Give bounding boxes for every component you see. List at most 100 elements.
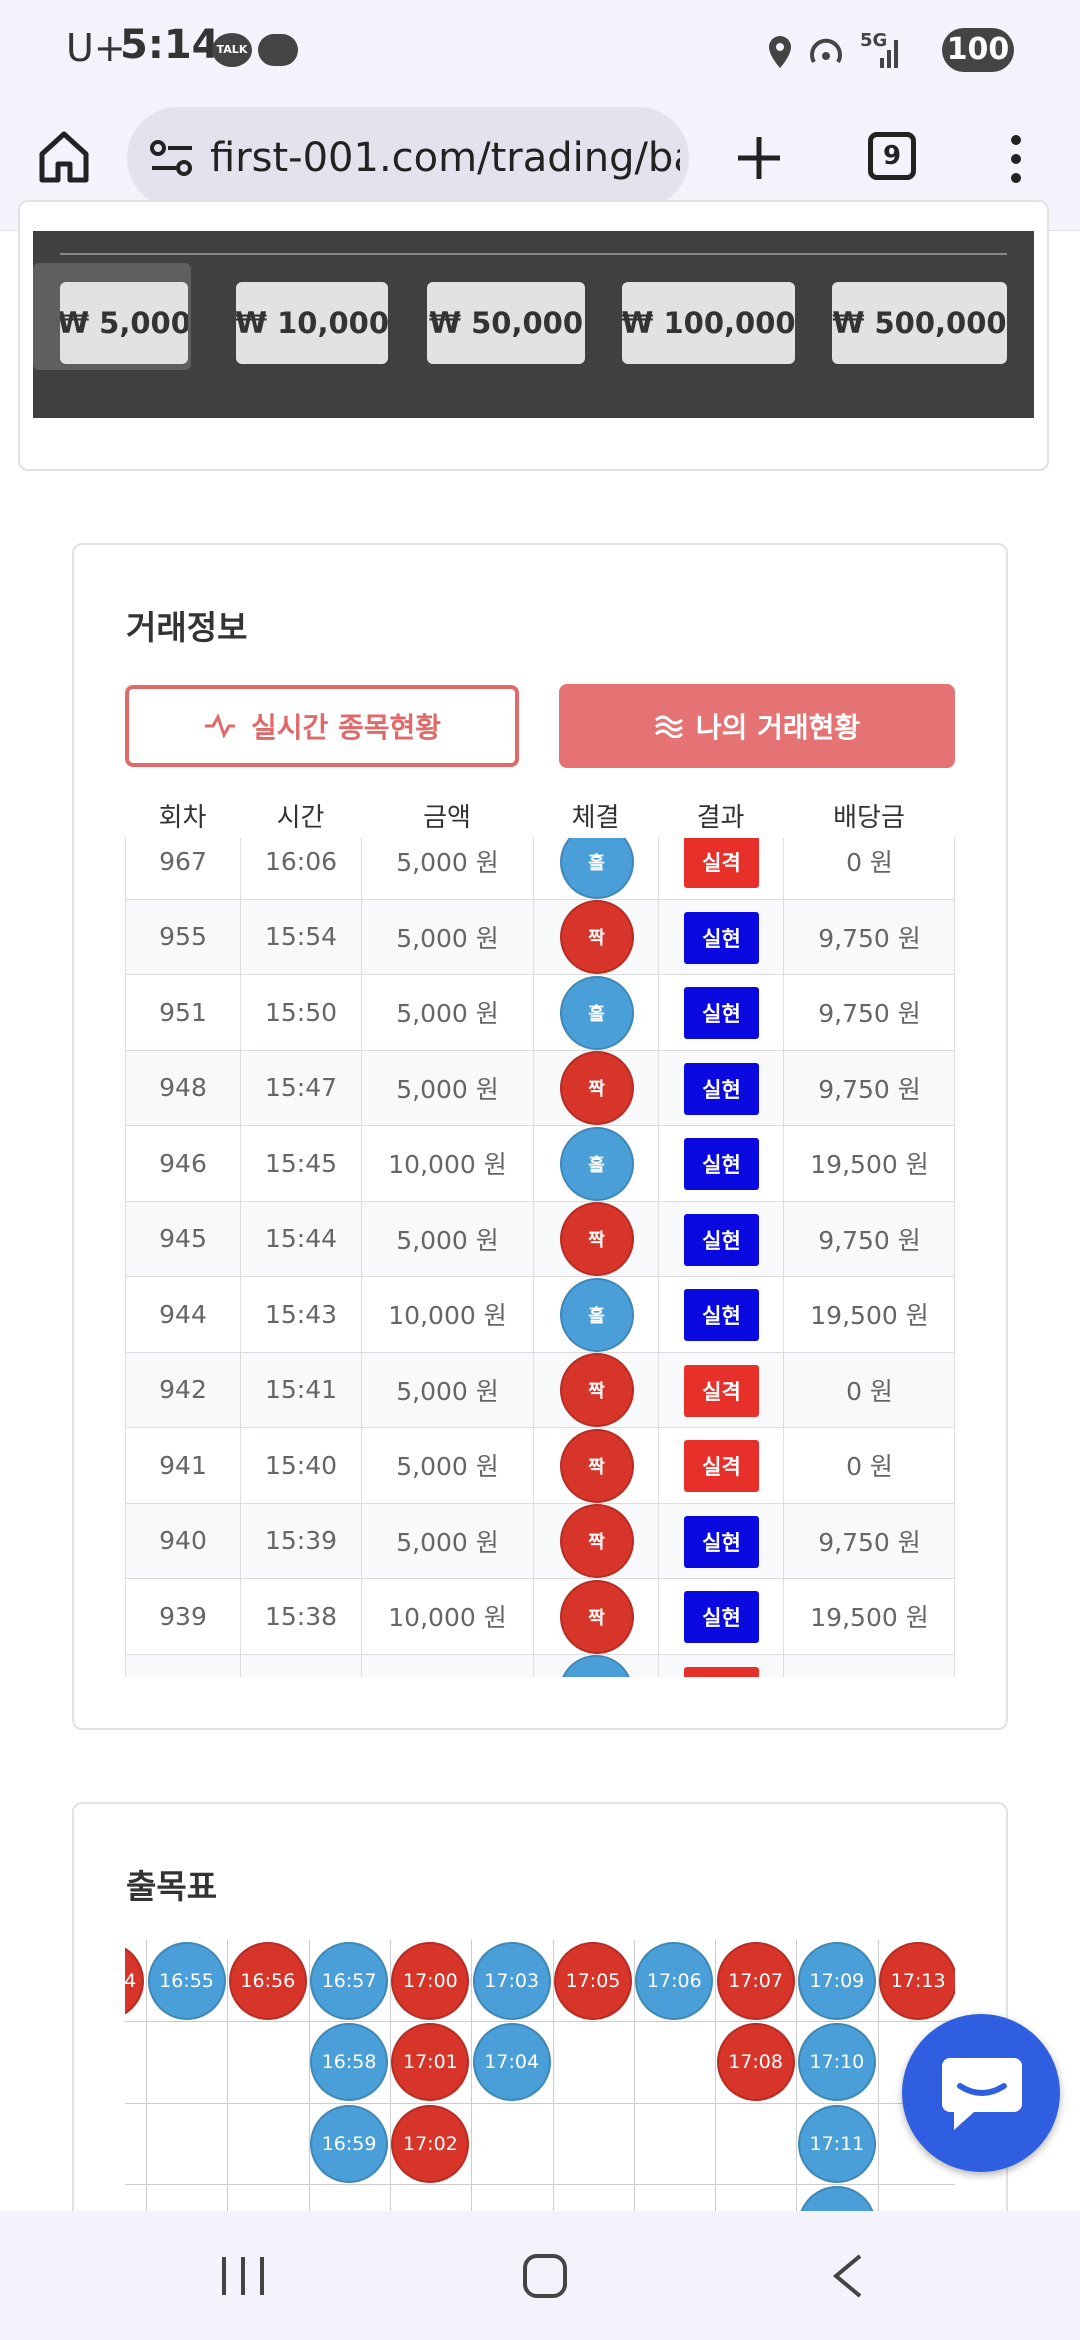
table-cell: 0 원: [784, 1353, 954, 1428]
network: 5G: [860, 30, 888, 51]
cell-text: 15:38: [264, 1601, 338, 1631]
table-cell: 15:41: [241, 1352, 362, 1427]
grid-line: [877, 1940, 879, 2211]
table-cell: 실현: [659, 1050, 784, 1125]
table-cell: 실현: [659, 975, 784, 1050]
amount-button[interactable]: ₩ 10,000: [236, 282, 388, 364]
back-button[interactable]: [830, 2253, 864, 2299]
table-cell: 15:38: [241, 1579, 362, 1654]
chat-button[interactable]: [902, 2014, 1060, 2172]
amount-button[interactable]: ₩ 5,000: [60, 282, 188, 364]
table-cell: 15:43: [241, 1277, 362, 1352]
result-circle: 17:13: [879, 1942, 955, 2020]
live-tab[interactable]: 실시간 종목현황: [125, 685, 519, 767]
result-circle: 17:11: [797, 2104, 876, 2183]
table-cell: 945: [126, 1201, 241, 1276]
cell-text: 5,000 원: [396, 1376, 499, 1406]
column-header: 시간: [276, 802, 325, 833]
cell-text: 944: [159, 1299, 207, 1329]
grid-line: [146, 1940, 147, 2211]
column-header: 체결: [571, 802, 620, 833]
result-circle: 17:04: [472, 2023, 551, 2102]
amount-button[interactable]: ₩ 500,000: [832, 282, 1007, 364]
result-badge: 실격: [684, 1364, 759, 1417]
result-circle: 17:07: [716, 1942, 795, 2020]
table-cell: 실현: [659, 899, 784, 974]
grid-line: [125, 2183, 955, 2185]
cell-text: 941: [159, 1450, 207, 1480]
amount-button[interactable]: ₩ 100,000: [622, 282, 795, 364]
table-cell: 짝: [534, 1579, 659, 1654]
table-header: 회차 시간 금액 체결 결과 배당금: [125, 795, 955, 835]
recents-button[interactable]: [220, 2255, 266, 2297]
side-circle: 짝: [559, 1428, 634, 1503]
cell-text: 942: [159, 1375, 207, 1405]
cell-text: 9,750 원: [818, 1527, 921, 1557]
table-cell: 짝: [534, 1352, 659, 1427]
table-cell: 955: [126, 899, 241, 974]
tab-label: 실시간 종목현황: [250, 711, 442, 744]
result-circle: 16:59: [310, 2104, 389, 2183]
table-row: 941 15:40 5,000 원 짝 실격 0 원: [126, 1428, 954, 1504]
result-badge: 실격: [684, 1440, 759, 1492]
result-circle: 17:02: [391, 2104, 470, 2183]
my-trades-tab[interactable]: 나의 거래현황: [559, 684, 955, 768]
table-cell: 실현: [659, 1277, 784, 1352]
table-cell: 19,500 원: [784, 1277, 954, 1352]
grid-line: [471, 1940, 473, 2211]
home-nav-button[interactable]: [522, 2253, 568, 2299]
cell-text: 15:50: [264, 997, 338, 1027]
amount-button[interactable]: ₩ 50,000: [427, 282, 585, 364]
table-cell: [241, 1654, 362, 1677]
result-badge: 실현: [684, 1289, 759, 1341]
table-cell: 실현: [659, 1503, 784, 1578]
url-field[interactable]: [127, 107, 689, 209]
result-badge: 실현: [684, 1062, 759, 1115]
cell-text: 9,750 원: [818, 1225, 921, 1255]
cell-text: 15:44: [264, 1224, 338, 1254]
table-cell: 5,000 원: [362, 1050, 534, 1125]
table-cell: 짝: [534, 1201, 659, 1276]
cell-text: 15:40: [264, 1450, 338, 1480]
cell-text: 19,500 원: [810, 1150, 929, 1180]
status-icons: [769, 36, 898, 68]
cell-text: 10,000 원: [388, 1301, 507, 1331]
table-cell: 19,500 원: [784, 1126, 954, 1201]
table-cell: 실현: [659, 1201, 784, 1276]
nav-bar: [0, 2211, 1080, 2340]
table-cell: 15:54: [241, 899, 362, 974]
table-cell: 5,000 원: [362, 975, 534, 1050]
new-tab-button[interactable]: [736, 135, 782, 181]
tab-label: 나의 거래현황: [695, 711, 861, 744]
cell-text: 15:45: [264, 1148, 338, 1178]
site-settings-icon[interactable]: [150, 140, 194, 176]
cell-text: 15:43: [264, 1299, 338, 1329]
cell-text: 15:39: [264, 1526, 338, 1556]
chat-icon: [942, 2058, 1022, 2130]
grid-line: [552, 1940, 554, 2211]
result-badge: 실격: [684, 838, 759, 888]
result-circle: 17:01: [391, 2023, 470, 2102]
menu-button[interactable]: [1006, 134, 1026, 184]
result-badge: 실현: [684, 1213, 759, 1266]
result-badge: 실현: [684, 1515, 759, 1568]
result-circle: 17:03: [472, 1942, 551, 2020]
cell-text: 946: [159, 1148, 207, 1178]
cell-text: 9,750 원: [818, 923, 921, 953]
grid-line: [633, 1940, 635, 2211]
section-title: 출목표: [126, 1867, 218, 1906]
grid-line: [308, 1940, 310, 2211]
home-button[interactable]: [36, 128, 92, 184]
table-cell: 16:06: [241, 838, 362, 899]
result-circle: 17:06: [635, 1942, 714, 2020]
tab-count[interactable]: 9: [868, 132, 916, 180]
side-circle: 홀: [559, 1126, 634, 1201]
table-cell: 967: [126, 838, 241, 899]
cell-text: 5,000 원: [396, 1225, 499, 1255]
side-circle: 짝: [559, 1202, 634, 1276]
table-row: 955 15:54 5,000 원 짝 실현 9,750 원: [126, 899, 954, 975]
clock: 5:14: [120, 22, 220, 68]
cell-text: 967: [159, 846, 207, 876]
grid-line: [227, 1940, 229, 2211]
